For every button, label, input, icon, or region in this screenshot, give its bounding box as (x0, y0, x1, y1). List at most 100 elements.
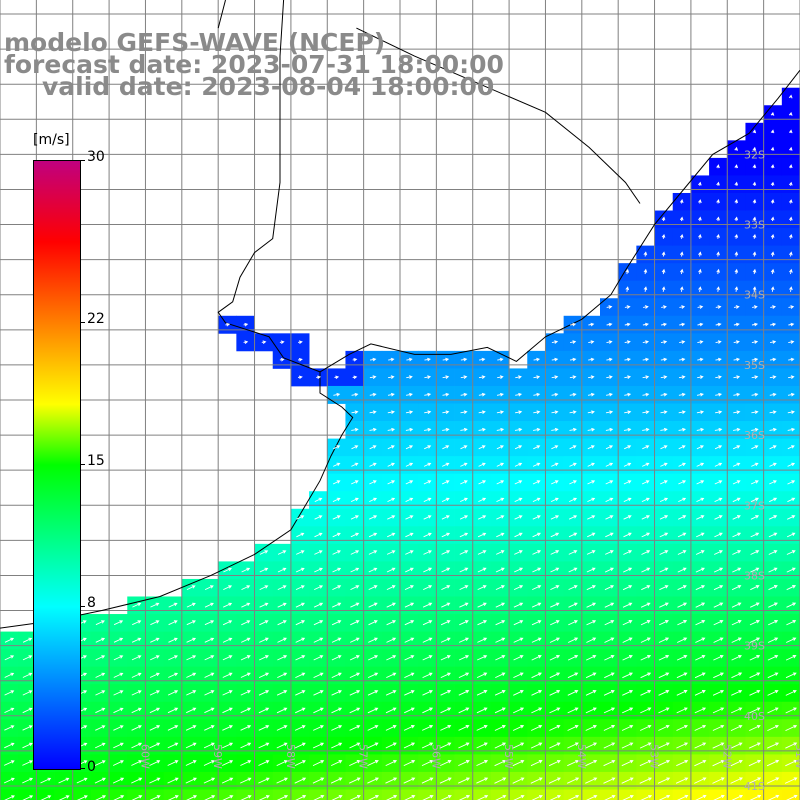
wind-arrow (369, 375, 377, 379)
wind-arrow (186, 585, 196, 591)
wind-arrow (495, 620, 506, 626)
wind-arrow (367, 707, 379, 714)
wind-arrow (622, 655, 633, 661)
wind-speed-cell (400, 789, 419, 800)
wind-arrow (185, 725, 197, 731)
wind-arrow (259, 550, 269, 555)
wind-arrow (677, 637, 688, 643)
wind-arrow (642, 340, 650, 344)
wind-arrow (569, 357, 577, 362)
wind-arrow (785, 759, 798, 767)
wind-arrow (424, 357, 431, 362)
wind-arrow (694, 742, 707, 749)
wind-arrow (605, 462, 614, 467)
wind-arrow (679, 268, 684, 275)
wind-arrow (569, 497, 578, 503)
wind-arrow (131, 655, 142, 661)
wind-arrow (405, 550, 414, 555)
wind-arrow (787, 410, 795, 414)
wind-arrow (204, 620, 215, 626)
wind-arrow (769, 445, 777, 450)
colorbar-tick-mark (80, 160, 85, 161)
wind-arrow (441, 497, 450, 503)
wind-arrow (640, 690, 652, 696)
wind-speed-cell (127, 789, 146, 800)
wind-arrow (331, 760, 343, 767)
wind-speed-cell (781, 789, 800, 800)
wind-arrow (422, 725, 434, 731)
wind-arrow (679, 251, 684, 257)
wind-arrow (333, 392, 341, 397)
wind-arrow (22, 637, 33, 643)
wind-arrow (660, 480, 668, 485)
wind-arrow (733, 322, 740, 327)
wind-arrow (570, 322, 577, 327)
wind-speed-cell (490, 789, 510, 800)
wind-arrow (403, 742, 416, 749)
wind-arrow (586, 637, 597, 643)
wind-arrow (423, 567, 433, 573)
wind-arrow (240, 672, 251, 678)
wind-arrow (586, 602, 597, 608)
wind-arrow (95, 655, 106, 661)
wind-arrow (678, 445, 686, 450)
wind-arrow (661, 233, 666, 239)
wind-arrow (641, 550, 651, 555)
wind-arrow (349, 777, 361, 784)
wind-arrow (752, 268, 757, 275)
wind-arrow (698, 286, 702, 292)
wind-arrow (785, 724, 798, 732)
colorbar (33, 160, 81, 770)
wind-arrow (314, 532, 323, 538)
wind-arrow (203, 777, 216, 784)
wind-arrow (478, 445, 486, 450)
wind-arrow (752, 216, 757, 222)
wind-arrow (223, 585, 233, 591)
wind-arrow (313, 690, 324, 696)
wind-arrow (715, 305, 722, 309)
wind-arrow (696, 480, 705, 485)
wind-speed-cell (727, 789, 746, 800)
wind-arrow (767, 655, 779, 661)
wind-arrow (476, 777, 489, 784)
wind-arrow (568, 567, 578, 573)
colorbar-tick-label: 8 (87, 594, 96, 611)
wind-arrow (421, 760, 434, 767)
wind-arrow (149, 690, 160, 696)
wind-arrow (440, 725, 452, 731)
wind-arrow (641, 585, 651, 591)
wind-arrow (476, 672, 488, 679)
wind-arrow (331, 655, 342, 661)
wind-arrow (585, 777, 598, 784)
wind-arrow (404, 637, 415, 643)
wind-arrow (750, 585, 760, 591)
wind-arrow (131, 690, 142, 696)
wind-arrow (787, 515, 796, 520)
wind-arrow (533, 427, 541, 432)
wind-arrow (276, 707, 288, 714)
wind-arrow (533, 445, 541, 450)
wind-arrow (713, 637, 724, 643)
wind-arrow (713, 672, 724, 679)
wind-arrow (494, 777, 507, 784)
wind-arrow (369, 515, 378, 520)
wind-arrow (4, 707, 15, 714)
wind-arrow (715, 375, 722, 379)
wind-arrow (585, 672, 597, 679)
wind-arrow (622, 707, 634, 714)
wind-arrow (204, 655, 215, 661)
wind-arrow (605, 532, 614, 538)
wind-arrow (567, 794, 580, 800)
wind-arrow (496, 532, 505, 538)
wind-arrow (95, 637, 106, 643)
wind-arrow (660, 462, 668, 467)
wind-arrow (279, 357, 285, 362)
wind-arrow (351, 462, 359, 467)
wind-arrow (185, 760, 197, 766)
wind-arrow (604, 637, 615, 643)
wind-arrow (513, 637, 524, 643)
wind-arrow (788, 340, 795, 344)
wind-arrow (277, 655, 288, 661)
wind-arrow (168, 637, 178, 643)
wind-arrow (695, 794, 707, 800)
